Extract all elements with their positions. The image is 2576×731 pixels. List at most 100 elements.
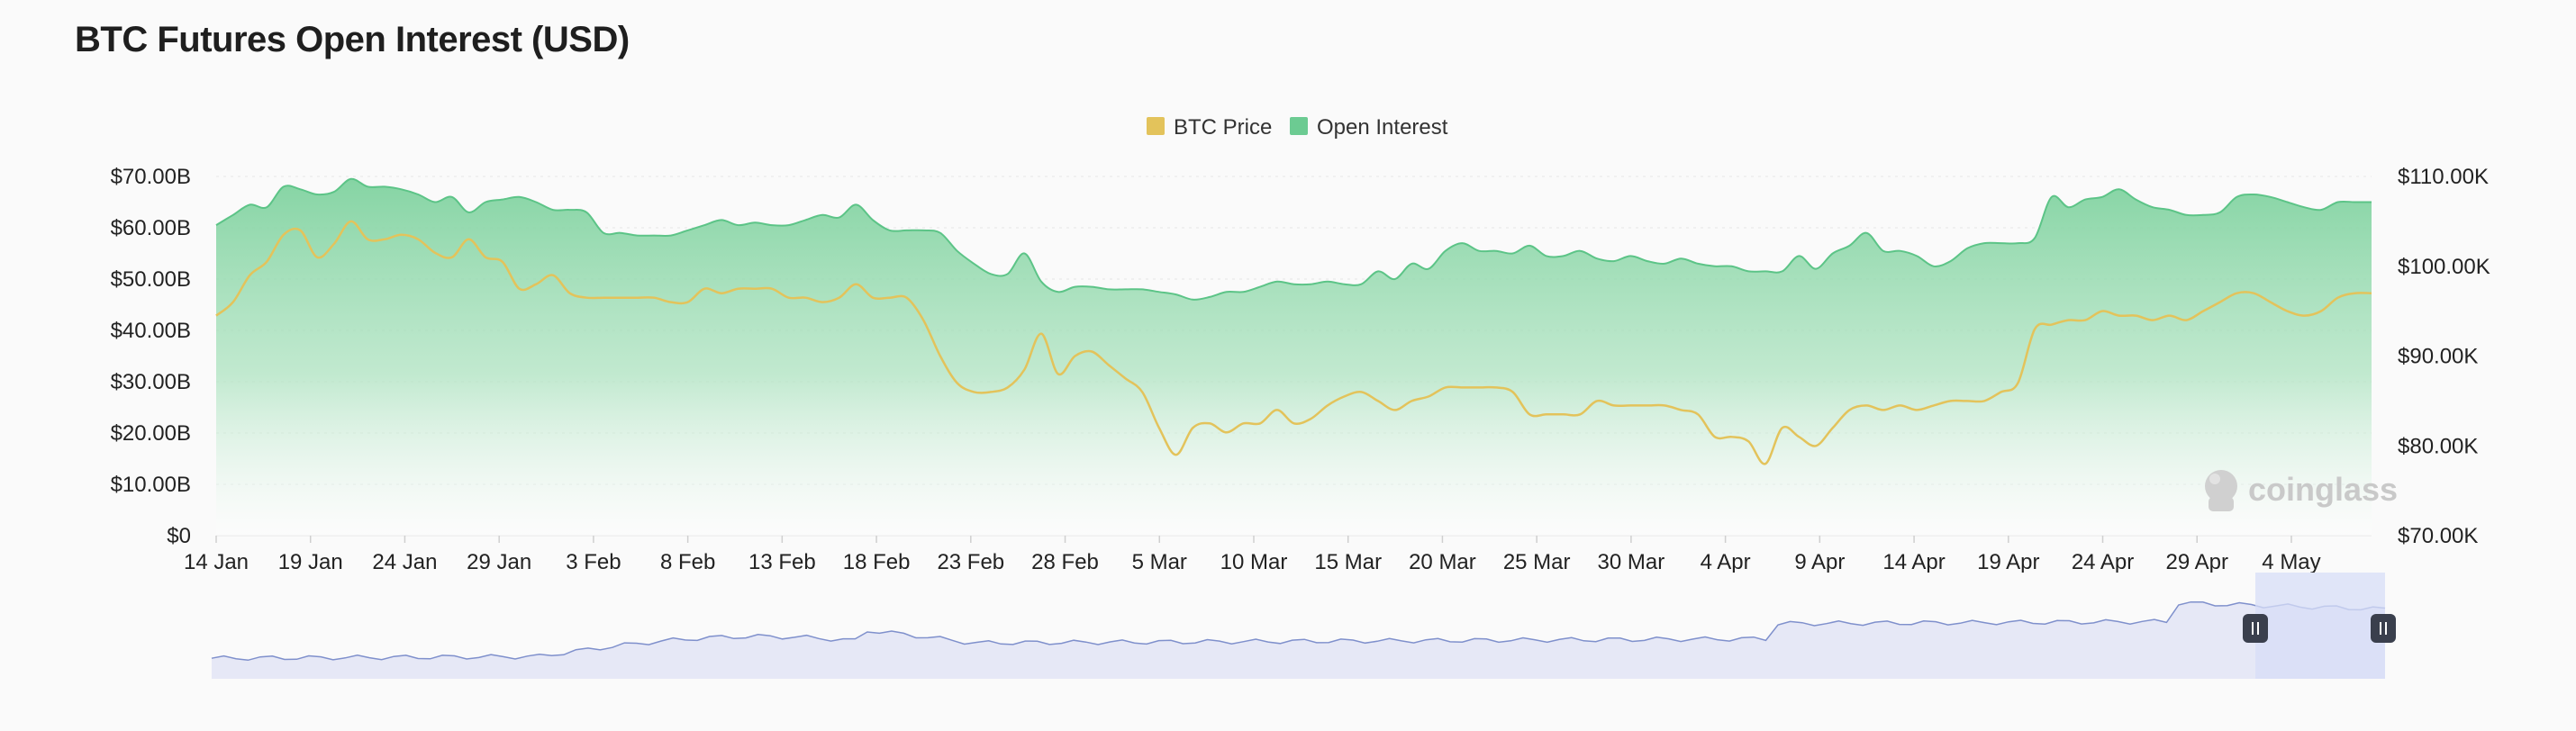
data-point-btc-price <box>315 256 319 259</box>
data-point-btc-price <box>669 301 673 304</box>
legend-item-open-interest[interactable]: Open Interest <box>1290 115 1448 140</box>
data-point-open-interest <box>1410 262 1413 266</box>
data-point-open-interest <box>1628 254 1632 257</box>
data-point-open-interest <box>1309 283 1312 286</box>
data-point-open-interest <box>1864 231 1868 235</box>
series-line-open-interest <box>215 177 2372 301</box>
data-point-open-interest <box>905 229 909 232</box>
data-point-open-interest <box>2269 195 2272 199</box>
data-point-open-interest <box>1494 249 1498 253</box>
data-point-btc-price <box>1797 435 1800 438</box>
data-point-btc-price <box>1764 462 1767 465</box>
data-point-btc-price <box>518 287 522 291</box>
data-point-open-interest <box>1730 265 1734 268</box>
data-point-open-interest <box>619 231 622 235</box>
data-point-btc-price <box>2252 292 2255 295</box>
data-point-open-interest <box>1359 283 1363 286</box>
data-point-btc-price <box>1140 390 1144 393</box>
data-point-btc-price <box>787 296 791 300</box>
data-point-open-interest <box>770 223 774 227</box>
data-point-open-interest <box>1797 254 1800 257</box>
data-point-open-interest <box>1982 241 1986 245</box>
data-point-btc-price <box>2201 310 2205 313</box>
data-point-open-interest <box>400 187 404 191</box>
data-point-open-interest <box>1882 249 1885 253</box>
data-point-btc-price <box>1427 394 1430 398</box>
navigator-handle-right[interactable] <box>2371 614 2396 643</box>
data-point-btc-price <box>551 274 555 277</box>
x-tick-label: 24 Apr <box>2072 550 2134 574</box>
data-point-btc-price <box>349 220 353 223</box>
data-point-open-interest <box>1746 269 1750 273</box>
data-point-btc-price <box>1157 426 1161 429</box>
data-point-open-interest <box>1965 247 1969 250</box>
data-point-open-interest <box>265 205 268 209</box>
data-point-open-interest <box>248 203 251 206</box>
handle-grip[interactable] <box>2243 614 2268 643</box>
data-point-open-interest <box>753 221 757 224</box>
data-point-btc-price <box>2269 301 2272 304</box>
data-point-open-interest <box>1107 287 1111 291</box>
data-point-open-interest <box>1225 290 1229 293</box>
navigator-selection[interactable] <box>2255 573 2385 679</box>
data-point-open-interest <box>888 229 892 232</box>
data-point-btc-price <box>1545 412 1548 416</box>
data-point-btc-price <box>1612 403 1616 407</box>
navigator-handle-left[interactable] <box>2243 614 2268 643</box>
data-point-open-interest <box>298 187 302 191</box>
data-point-open-interest <box>1208 295 1211 299</box>
data-point-open-interest <box>854 203 857 206</box>
data-point-btc-price <box>568 292 572 295</box>
data-point-btc-price <box>1175 453 1178 456</box>
data-point-btc-price <box>871 296 875 300</box>
data-point-btc-price <box>1915 408 1918 411</box>
data-point-open-interest <box>669 234 673 238</box>
data-point-btc-price <box>1258 421 1262 425</box>
data-point-open-interest <box>2000 241 2003 245</box>
data-point-btc-price <box>1528 412 1531 416</box>
data-point-btc-price <box>652 296 656 300</box>
x-tick-label: 15 Mar <box>1314 550 1382 574</box>
data-point-btc-price <box>1208 421 1211 425</box>
data-point-btc-price <box>2100 310 2104 313</box>
data-point-open-interest <box>214 223 218 227</box>
data-point-btc-price <box>2353 292 2356 295</box>
handle-grip[interactable] <box>2371 614 2396 643</box>
data-point-open-interest <box>838 216 841 220</box>
x-tick-label: 23 Feb <box>937 550 1004 574</box>
data-point-open-interest <box>2050 195 2054 199</box>
data-point-open-interest <box>231 213 235 217</box>
data-point-open-interest <box>1949 259 1953 263</box>
data-point-btc-price <box>1275 408 1279 411</box>
navigator[interactable] <box>211 573 2396 679</box>
data-point-open-interest <box>1444 249 1447 253</box>
data-point-open-interest <box>2118 187 2121 191</box>
data-point-open-interest <box>1191 298 1194 302</box>
data-point-open-interest <box>332 190 336 194</box>
data-point-btc-price <box>1343 394 1347 398</box>
data-point-open-interest <box>1090 285 1093 289</box>
data-point-open-interest <box>2083 198 2087 202</box>
data-point-btc-price <box>332 242 336 246</box>
data-point-open-interest <box>1006 272 1010 275</box>
data-point-btc-price <box>1628 403 1632 407</box>
x-tick-label: 25 Mar <box>1503 550 1571 574</box>
y-left-tick-label: $0 <box>167 524 191 548</box>
data-point-btc-price <box>685 301 689 304</box>
x-tick-label: 29 Apr <box>2166 550 2228 574</box>
data-point-open-interest <box>1022 252 1026 256</box>
legend-item-btc-price[interactable]: BTC Price <box>1147 115 1272 140</box>
data-point-open-interest <box>2218 211 2222 214</box>
legend-label-btc-price: BTC Price <box>1174 115 1272 140</box>
data-point-btc-price <box>1663 403 1666 407</box>
data-point-open-interest <box>1477 249 1481 253</box>
data-point-btc-price <box>1124 376 1128 380</box>
data-point-open-interest <box>737 223 740 227</box>
data-point-open-interest <box>2033 236 2036 239</box>
y-left-tick-label: $60.00B <box>111 216 191 240</box>
data-point-btc-price <box>1899 403 1902 407</box>
data-point-open-interest <box>1562 254 1565 257</box>
data-point-btc-price <box>1562 412 1565 416</box>
data-point-open-interest <box>1393 277 1397 281</box>
data-point-btc-price <box>2336 296 2340 300</box>
